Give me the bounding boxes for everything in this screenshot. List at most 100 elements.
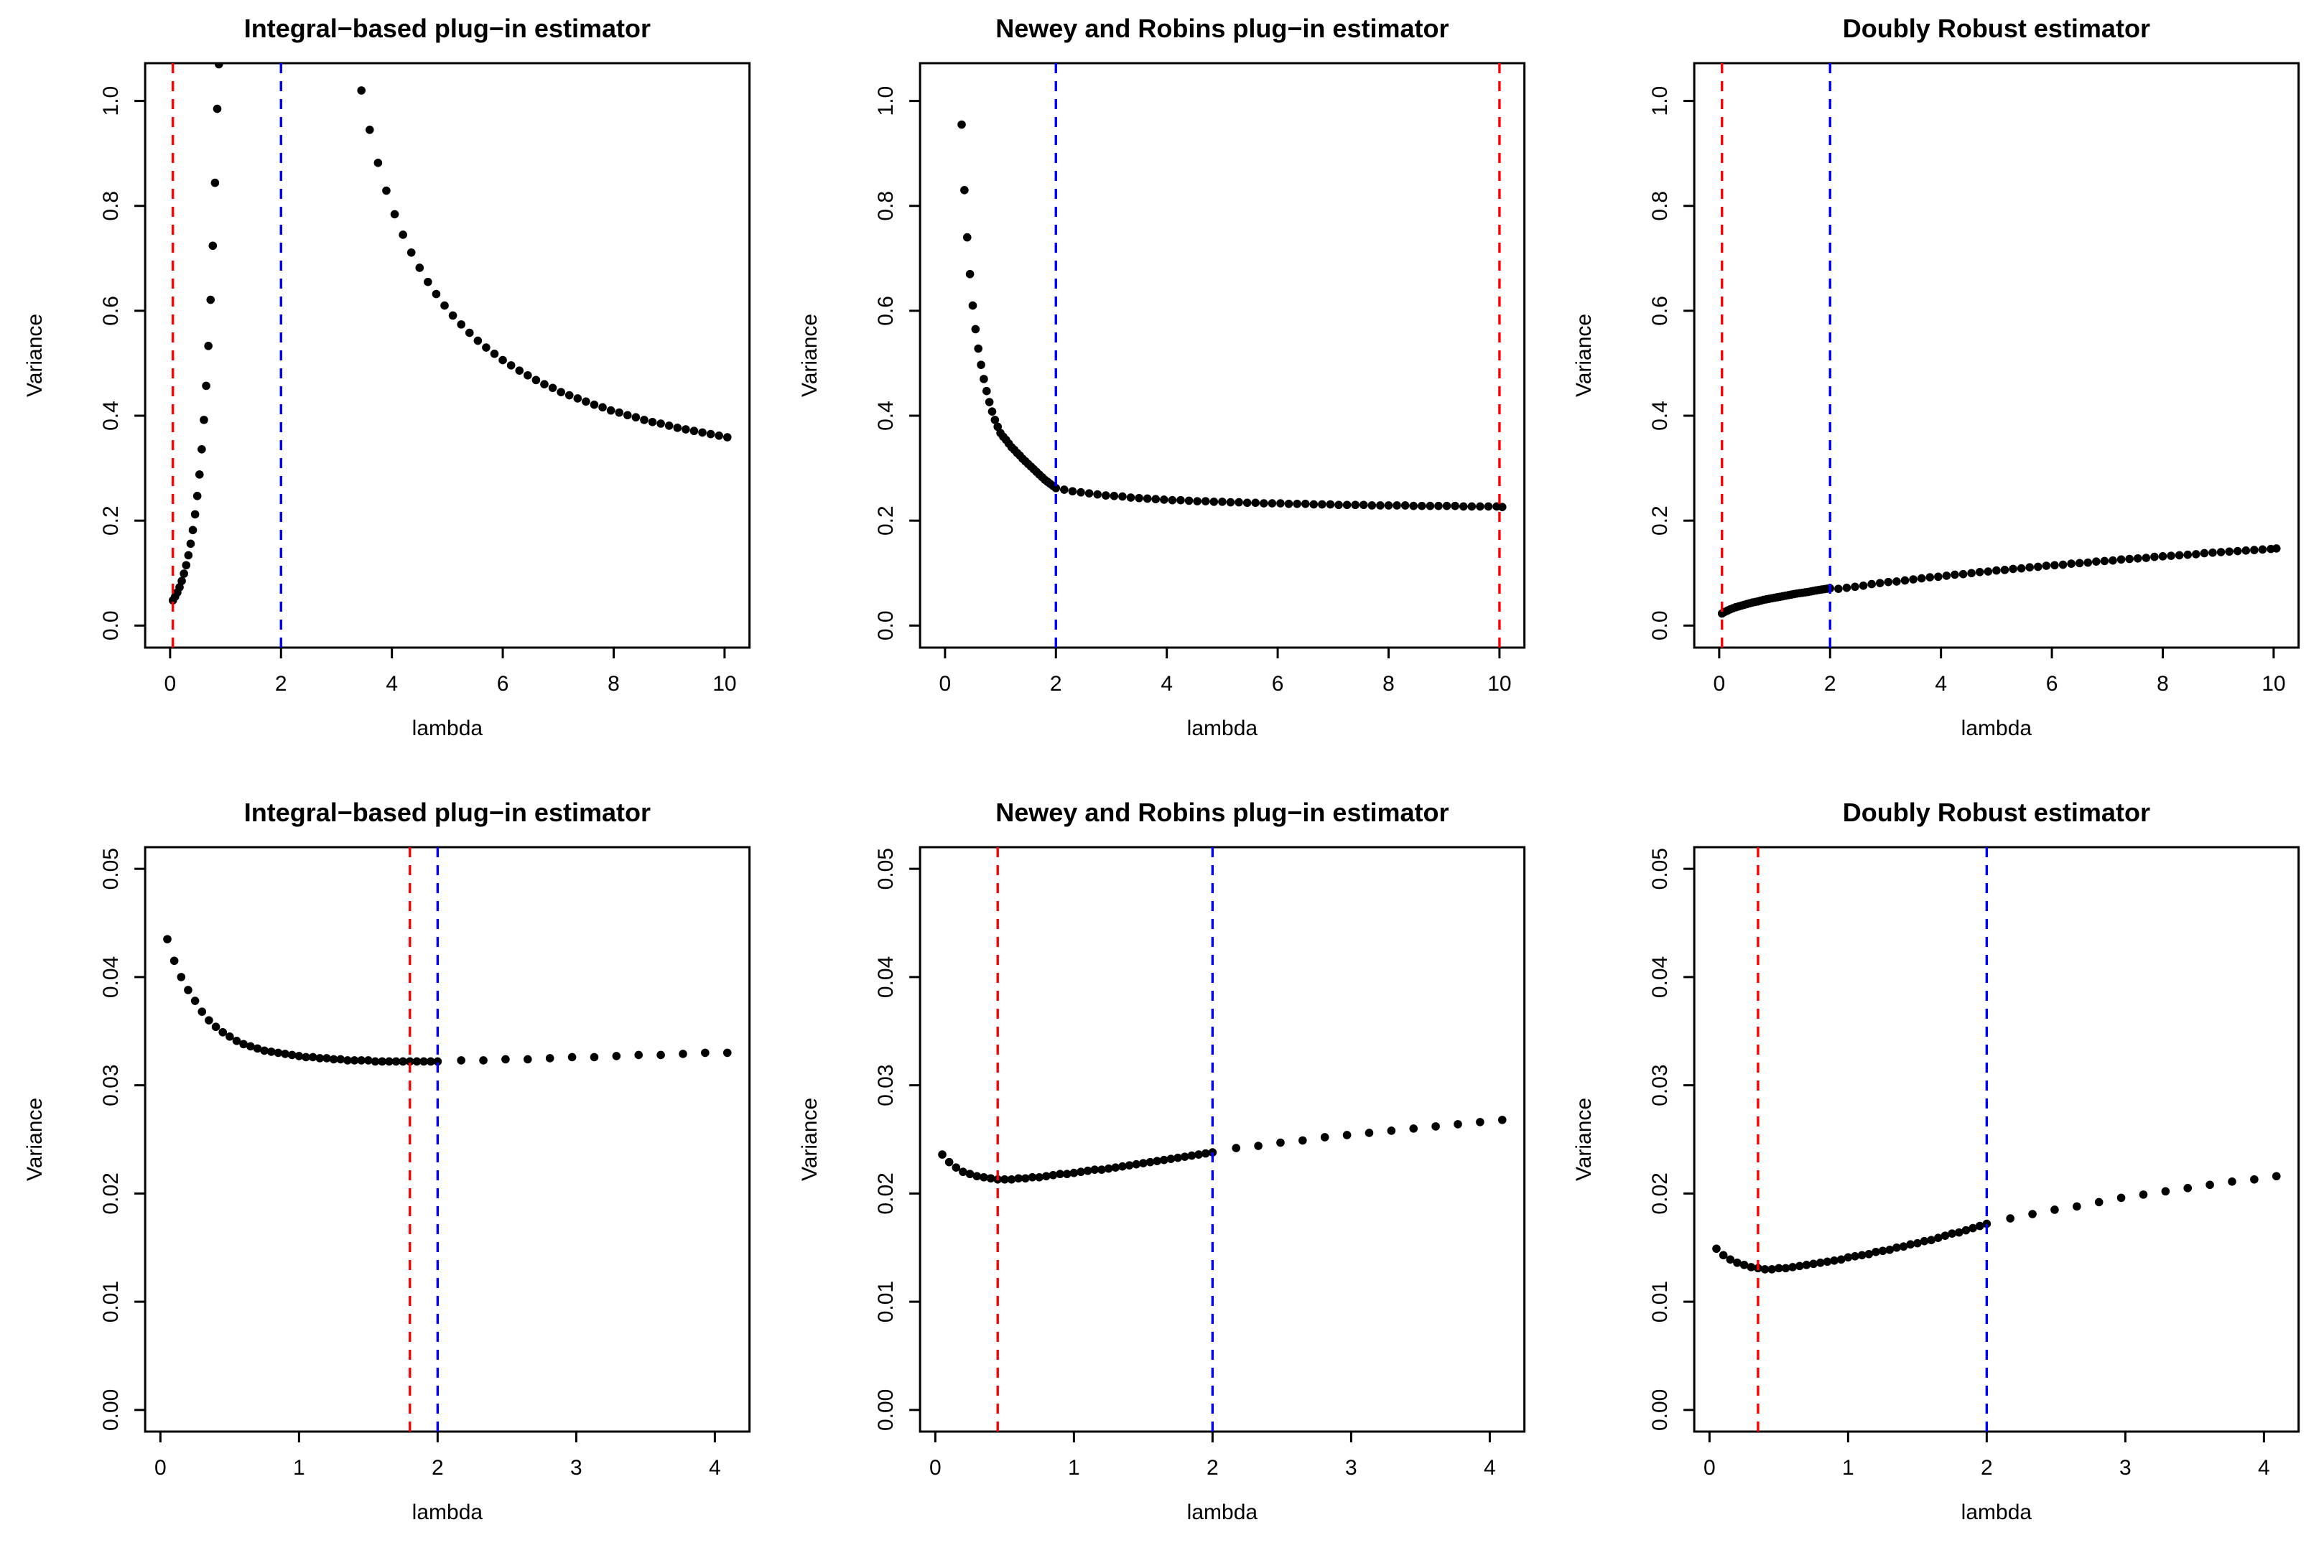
data-point bbox=[1145, 1157, 1154, 1167]
y-tick-label: 0.2 bbox=[874, 505, 898, 536]
data-point bbox=[1342, 1131, 1352, 1139]
data-point bbox=[432, 289, 441, 299]
data-point bbox=[1901, 576, 1910, 585]
data-point bbox=[188, 526, 197, 535]
data-point bbox=[382, 186, 391, 195]
data-point bbox=[197, 1007, 207, 1016]
data-point bbox=[506, 361, 516, 370]
x-tick-label: 6 bbox=[2046, 672, 2058, 696]
data-point bbox=[1201, 497, 1210, 505]
y-tick-label: 0.4 bbox=[1648, 401, 1672, 431]
data-point bbox=[990, 416, 999, 424]
data-point bbox=[1872, 1247, 1881, 1256]
data-point bbox=[524, 370, 532, 380]
y-tick-label: 0.01 bbox=[99, 1281, 123, 1322]
data-point bbox=[2000, 566, 2009, 574]
x-tick-label: 1 bbox=[1068, 1456, 1080, 1480]
y-tick-label: 0.00 bbox=[99, 1389, 123, 1431]
data-point bbox=[1192, 497, 1201, 505]
y-tick-label: 1.0 bbox=[99, 86, 123, 116]
data-point bbox=[1359, 500, 1368, 510]
y-tick-label: 0.0 bbox=[99, 610, 123, 640]
data-point bbox=[390, 210, 399, 219]
data-point bbox=[1417, 501, 1426, 510]
data-point bbox=[1117, 492, 1127, 501]
plot-svg: 0 1 2 3 4 0.00 0.01 0.02 0.03 0.04 0.05 Integral−ba… bbox=[23, 798, 751, 1524]
data-point bbox=[1076, 487, 1085, 497]
data-point bbox=[350, 1056, 359, 1065]
data-point bbox=[2083, 558, 2093, 567]
data-point bbox=[1775, 1264, 1783, 1273]
data-point bbox=[336, 1055, 345, 1064]
plot-svg: 0 2 4 6 8 10 0.0 0.2 0.4 0.6 0.8 1.0 Doubly Robust e… bbox=[1572, 14, 2300, 740]
data-point bbox=[1268, 499, 1276, 508]
y-tick-label: 0.01 bbox=[874, 1281, 898, 1322]
data-point bbox=[1837, 1255, 1846, 1264]
x-tick-label: 6 bbox=[1271, 672, 1283, 696]
data-point bbox=[1426, 501, 1434, 510]
data-point bbox=[1920, 1236, 1929, 1246]
data-point bbox=[2200, 549, 2209, 558]
scatter-points bbox=[937, 1116, 1507, 1184]
data-point bbox=[2117, 555, 2126, 564]
data-point bbox=[1918, 574, 1926, 583]
data-point bbox=[2059, 560, 2068, 569]
plot-svg: 0 1 2 3 4 0.00 0.01 0.02 0.03 0.04 0.05 Newey and R… bbox=[798, 798, 1525, 1524]
y-tick-label: 0.8 bbox=[99, 191, 123, 221]
data-point bbox=[206, 295, 215, 304]
data-point bbox=[448, 311, 457, 320]
data-point bbox=[1104, 1164, 1113, 1173]
data-point bbox=[1484, 502, 1492, 511]
data-point bbox=[424, 277, 432, 286]
data-point bbox=[1209, 498, 1218, 506]
plot-panel-newey-robins-top: 0 2 4 6 8 10 0.0 0.2 0.4 0.6 0.8 1.0 Newey and Robin… bbox=[775, 0, 1550, 784]
data-point bbox=[2225, 547, 2234, 556]
data-point bbox=[1375, 501, 1385, 510]
data-point bbox=[631, 413, 641, 422]
y-tick-label: 0.05 bbox=[99, 848, 123, 890]
data-point bbox=[1334, 500, 1343, 510]
plot-svg: 0 2 4 6 8 10 0.0 0.2 0.4 0.6 0.8 1.0 Newey and Robin… bbox=[798, 14, 1525, 740]
data-point bbox=[1733, 1259, 1742, 1267]
data-point bbox=[2142, 554, 2151, 562]
data-point bbox=[190, 997, 200, 1005]
y-tick-label: 0.8 bbox=[874, 191, 898, 221]
y-axis-label: Variance bbox=[798, 1098, 822, 1181]
data-point bbox=[944, 1157, 954, 1167]
data-point bbox=[1365, 1129, 1373, 1137]
data-point bbox=[979, 1172, 988, 1182]
data-point bbox=[1453, 1120, 1462, 1129]
data-point bbox=[2175, 551, 2184, 560]
y-tick-label: 0.02 bbox=[874, 1172, 898, 1214]
data-point bbox=[615, 408, 624, 417]
plot-panel-doubly-robust-bottom: 0 1 2 3 4 0.00 0.01 0.02 0.03 0.04 0.05 Doubly Robu… bbox=[1549, 784, 2324, 1568]
data-point bbox=[373, 159, 383, 167]
data-point bbox=[182, 561, 191, 570]
y-tick-label: 0.03 bbox=[874, 1064, 898, 1106]
data-point bbox=[2050, 1205, 2060, 1214]
data-point bbox=[1740, 1261, 1749, 1269]
plot-box bbox=[1693, 62, 2300, 649]
y-axis-label: Variance bbox=[23, 1098, 47, 1181]
data-point bbox=[1909, 575, 1918, 584]
data-point bbox=[1967, 569, 1976, 578]
data-point bbox=[962, 233, 972, 242]
panel-title: Integral−based plug−in estimator bbox=[244, 798, 651, 827]
data-point bbox=[590, 1053, 599, 1062]
x-axis-label: lambda bbox=[1186, 1501, 1258, 1524]
x-tick-label: 0 bbox=[939, 672, 951, 696]
data-point bbox=[232, 1037, 241, 1045]
data-point bbox=[640, 416, 649, 424]
data-point bbox=[1111, 1163, 1120, 1172]
y-tick-label: 0.4 bbox=[874, 401, 898, 431]
data-point bbox=[564, 391, 574, 400]
data-point bbox=[689, 426, 699, 436]
y-tick-label: 0.01 bbox=[1648, 1281, 1672, 1322]
plot-svg: 0 2 4 6 8 10 0.0 0.2 0.4 0.6 0.8 1.0 Integral−based … bbox=[23, 14, 751, 740]
data-point bbox=[405, 1057, 414, 1066]
data-point bbox=[2272, 544, 2281, 553]
data-point bbox=[274, 1048, 283, 1058]
data-point bbox=[974, 344, 982, 353]
data-point bbox=[1097, 1165, 1106, 1175]
data-point bbox=[294, 1052, 304, 1060]
